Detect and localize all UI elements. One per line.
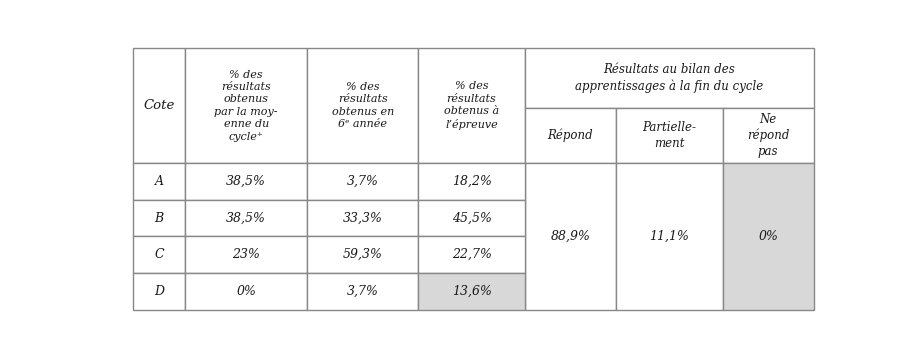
Text: 45,5%: 45,5% xyxy=(452,212,492,224)
Bar xyxy=(133,273,185,310)
Bar xyxy=(133,163,185,200)
Bar xyxy=(723,163,814,310)
Text: D: D xyxy=(154,285,164,298)
Bar xyxy=(525,108,616,163)
Bar xyxy=(419,273,525,310)
Text: 22,7%: 22,7% xyxy=(452,248,492,261)
Bar xyxy=(419,163,525,200)
Bar xyxy=(419,48,525,163)
Bar xyxy=(308,48,419,163)
Text: 0%: 0% xyxy=(237,285,256,298)
Text: % des
résultats
obtenus en
6ᵉ année: % des résultats obtenus en 6ᵉ année xyxy=(332,82,394,129)
Text: A: A xyxy=(154,175,164,188)
Text: 59,3%: 59,3% xyxy=(343,248,383,261)
Text: C: C xyxy=(154,248,164,261)
Text: B: B xyxy=(154,212,164,224)
Bar xyxy=(308,273,419,310)
Bar xyxy=(185,273,308,310)
Text: 3,7%: 3,7% xyxy=(346,175,379,188)
Bar xyxy=(616,163,723,310)
Bar xyxy=(133,236,185,273)
Bar xyxy=(419,200,525,236)
Bar xyxy=(616,108,723,163)
Text: 23%: 23% xyxy=(232,248,260,261)
Bar xyxy=(185,48,308,163)
Bar xyxy=(133,48,185,163)
Text: 38,5%: 38,5% xyxy=(226,212,266,224)
Bar xyxy=(525,48,814,108)
Text: Ne
répond
pas: Ne répond pas xyxy=(747,113,789,158)
Bar xyxy=(133,200,185,236)
Bar xyxy=(185,236,308,273)
Bar xyxy=(419,236,525,273)
Text: Résultats au bilan des
apprentissages à la fin du cycle: Résultats au bilan des apprentissages à … xyxy=(576,63,763,93)
Text: 18,2%: 18,2% xyxy=(452,175,492,188)
Bar xyxy=(525,163,616,310)
Bar xyxy=(723,108,814,163)
Bar xyxy=(308,200,419,236)
Text: Cote: Cote xyxy=(143,99,175,112)
Text: 38,5%: 38,5% xyxy=(226,175,266,188)
Text: Répond: Répond xyxy=(548,129,593,142)
Bar xyxy=(185,163,308,200)
Text: 0%: 0% xyxy=(759,230,778,243)
Text: 13,6%: 13,6% xyxy=(452,285,492,298)
Text: 33,3%: 33,3% xyxy=(343,212,383,224)
Text: 88,9%: 88,9% xyxy=(551,230,590,243)
Bar xyxy=(185,200,308,236)
Text: 11,1%: 11,1% xyxy=(650,230,689,243)
Bar xyxy=(308,163,419,200)
Text: % des
résultats
obtenus
par la moy-
enne du
cycle⁺: % des résultats obtenus par la moy- enne… xyxy=(214,69,278,142)
Text: % des
résultats
obtenus à
l’épreuve: % des résultats obtenus à l’épreuve xyxy=(444,81,499,130)
Bar xyxy=(308,236,419,273)
Text: Partielle-
ment: Partielle- ment xyxy=(642,121,697,150)
Text: 3,7%: 3,7% xyxy=(346,285,379,298)
